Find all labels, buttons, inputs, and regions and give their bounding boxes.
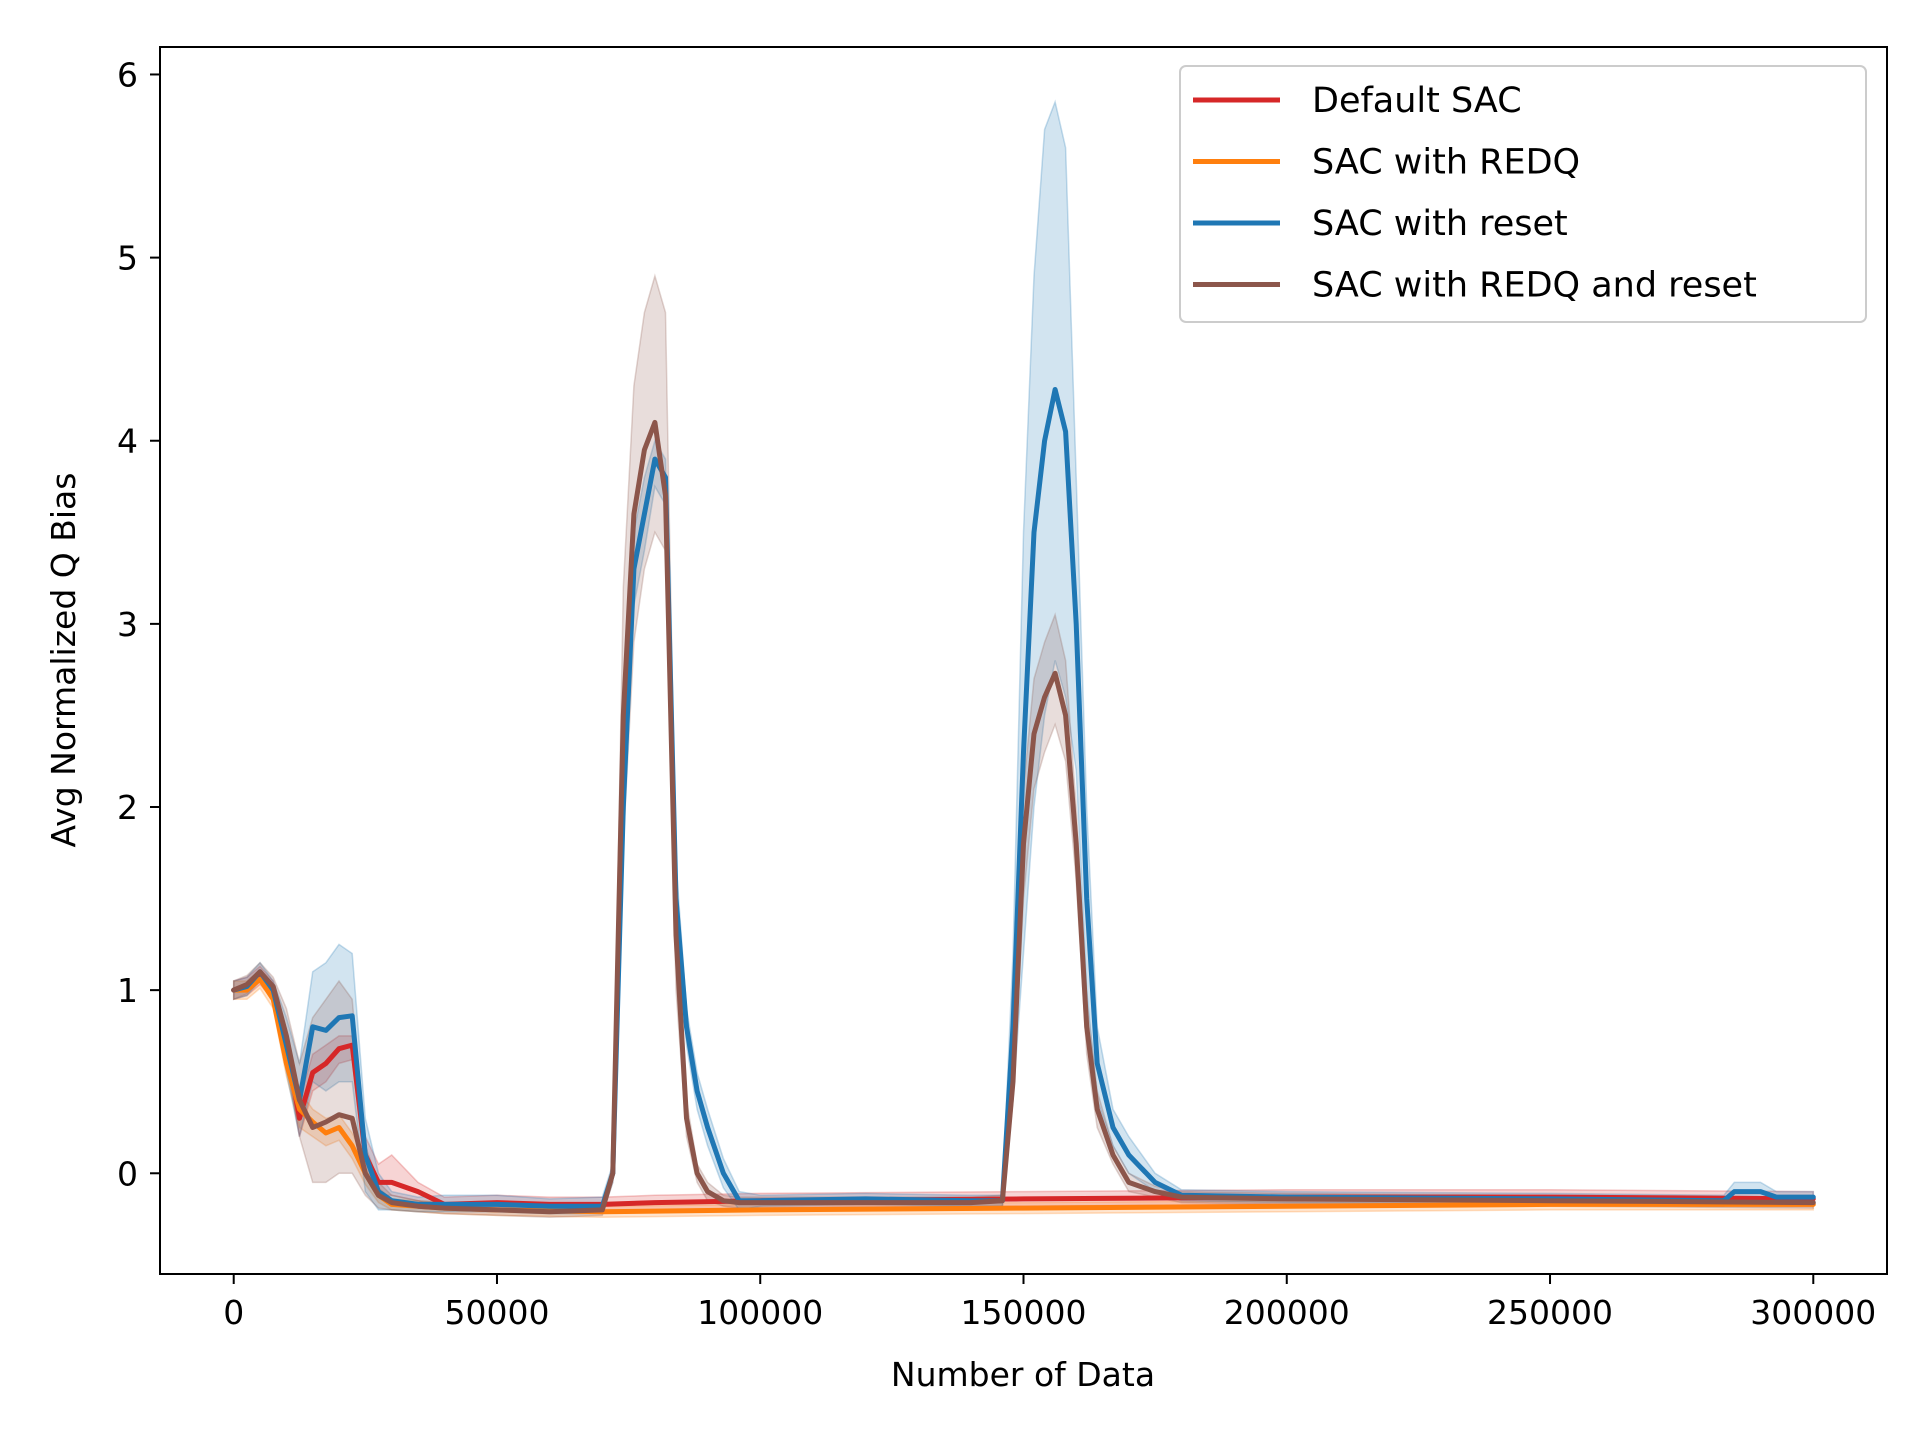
line-sac-with-reset [231,387,1816,1209]
y-axis: 0 1 2 3 4 5 6 [117,55,160,1193]
x-tick-label: 50000 [444,1293,549,1332]
y-tick-label: 4 [117,422,138,461]
x-tick-label: 0 [223,1293,244,1332]
x-axis: 0 50000 100000 150000 200000 250000 300000 [223,1274,1876,1332]
x-tick-label: 300000 [1750,1293,1876,1332]
line-sac-with-redq-and-reset [231,419,1816,1215]
x-tick-label: 100000 [697,1293,823,1332]
band-default-sac [232,965,1815,1213]
band-sac-with-redq [232,968,1815,1218]
legend-label-sac-with-redq-and-reset: SAC with REDQ and reset [1312,266,1757,306]
legend-box [1179,65,1867,323]
legend-label-sac-with-reset: SAC with reset [1312,204,1568,244]
x-axis-label: Number of Data [891,1355,1155,1394]
y-axis-label: Avg Normalized Q Bias [44,473,83,848]
y-tick-label: 1 [117,971,138,1010]
x-tick-label: 250000 [1487,1293,1613,1332]
x-tick-label: 150000 [961,1293,1087,1332]
line-default-sac [231,973,1816,1207]
y-tick-label: 3 [117,605,138,644]
x-tick-label: 200000 [1224,1293,1350,1332]
legend: Default SAC SAC with REDQ SAC with reset SA… [1179,65,1867,323]
line-sac-with-redq [231,976,1816,1215]
y-tick-label: 6 [117,55,138,94]
y-tick-label: 0 [117,1154,138,1193]
legend-label-sac-with-redq: SAC with REDQ [1312,143,1580,183]
y-tick-label: 5 [117,239,138,278]
y-tick-label: 2 [117,788,138,827]
series-lines [231,387,1816,1215]
legend-label-default-sac: Default SAC [1312,81,1522,121]
